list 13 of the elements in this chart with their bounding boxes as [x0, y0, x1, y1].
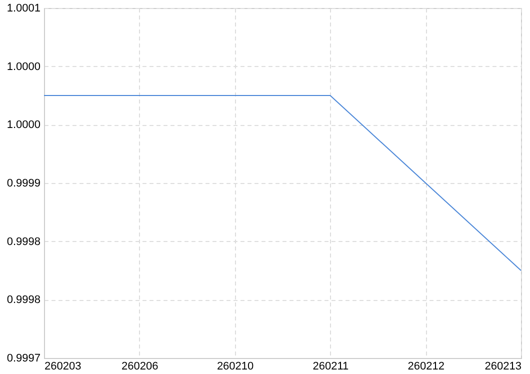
y-tick-label: 0.9998 [6, 294, 40, 306]
x-tick-label: 260213 [484, 360, 522, 372]
y-tick-label: 0.9998 [6, 236, 40, 248]
y-tick-label: 1.0000 [6, 119, 40, 132]
x-tick-label: 260206 [122, 360, 158, 372]
y-tick-label: 1.0000 [6, 60, 40, 73]
y-tick-label: 0.9999 [6, 178, 40, 190]
x-tick-label: 260212 [408, 360, 444, 372]
x-tick-label: 260210 [216, 360, 254, 372]
x-tick-label: 260203 [44, 360, 82, 372]
x-tick-label: 260211 [312, 360, 349, 372]
y-tick-label: 0.9997 [6, 352, 40, 364]
y-tick-label: 1.0001 [6, 2, 40, 14]
